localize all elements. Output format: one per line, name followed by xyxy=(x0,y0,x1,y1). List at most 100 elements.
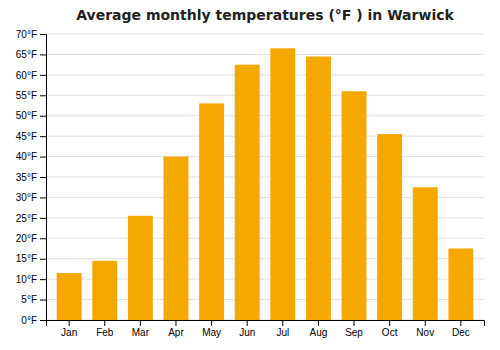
title: Average monthly temperatures (°F ) in Wa… xyxy=(76,7,454,23)
tick-mark xyxy=(425,320,426,326)
tick-label: 55°F xyxy=(16,90,37,101)
bar xyxy=(306,56,331,320)
tick-label: Oct xyxy=(382,327,398,338)
tick-label: Jun xyxy=(239,327,255,338)
tick: May xyxy=(202,320,221,338)
tick-label: May xyxy=(202,327,221,338)
tick: 0°F xyxy=(21,315,46,326)
tick-label: 35°F xyxy=(16,172,37,183)
chart: 0°F 5°F 10°F 15°F 20°F 25°F 30°F 35°F 40°F 45°F 50… xyxy=(0,0,500,350)
bar xyxy=(448,249,473,321)
bar xyxy=(57,273,82,320)
tick-mark xyxy=(40,95,46,96)
tick-mark xyxy=(40,177,46,178)
grid-line xyxy=(46,156,484,157)
tick-mark xyxy=(247,320,248,326)
axis-line xyxy=(47,321,485,327)
tick: 25°F xyxy=(16,213,46,224)
tick-label: 30°F xyxy=(16,192,37,203)
tick-label: Apr xyxy=(168,327,184,338)
tick-label: 0°F xyxy=(21,315,37,326)
tick: 40°F xyxy=(16,151,46,162)
tick: Dec xyxy=(452,320,470,338)
tick: Jul xyxy=(276,320,289,338)
tick-mark xyxy=(140,320,141,326)
tick: 50°F xyxy=(16,110,46,121)
tick: 55°F xyxy=(16,90,46,101)
tick-label: 65°F xyxy=(16,49,37,60)
bar xyxy=(199,103,224,320)
tick-mark xyxy=(460,320,461,326)
tick: 30°F xyxy=(16,192,46,203)
tick-mark xyxy=(40,75,46,76)
tick-mark xyxy=(40,157,46,158)
tick-label: Dec xyxy=(452,327,470,338)
tick-label: 45°F xyxy=(16,131,37,142)
tick-mark xyxy=(40,279,46,280)
tick-mark xyxy=(104,320,105,326)
tick-mark xyxy=(40,218,46,219)
tick-mark xyxy=(40,320,46,321)
bars xyxy=(57,48,474,320)
tick-mark xyxy=(40,54,46,55)
grid-line xyxy=(46,136,484,137)
bar xyxy=(92,261,117,320)
tick-label: Aug xyxy=(310,327,328,338)
tick: 10°F xyxy=(16,274,46,285)
tick-mark xyxy=(282,320,283,326)
tick: 35°F xyxy=(16,172,46,183)
tick-label: 40°F xyxy=(16,151,37,162)
tick-mark xyxy=(40,197,46,198)
grid xyxy=(46,34,484,320)
bar xyxy=(413,187,438,320)
tick-mark xyxy=(40,300,46,301)
x-axis: Jan Feb Mar Apr May Jun Jul Aug Sep Oct Nov Dec xyxy=(47,320,485,338)
tick: 65°F xyxy=(16,49,46,60)
plot: 0°F 5°F 10°F 15°F 20°F 25°F 30°F 35°F 40°F 45°F 50… xyxy=(16,29,485,338)
tick-mark xyxy=(175,320,176,326)
axis-line xyxy=(40,35,47,321)
bar xyxy=(270,48,295,320)
tick: 15°F xyxy=(16,253,46,264)
tick-label: 70°F xyxy=(16,29,37,40)
grid-line xyxy=(46,74,484,75)
tick-label: Jan xyxy=(61,327,77,338)
tick-mark xyxy=(318,320,319,326)
tick: Jan xyxy=(61,320,77,338)
tick-mark xyxy=(40,34,46,35)
tick: Mar xyxy=(132,320,150,338)
tick-label: Mar xyxy=(132,327,150,338)
tick-label: 5°F xyxy=(21,294,37,305)
tick: Feb xyxy=(96,320,114,338)
tick-mark xyxy=(354,320,355,326)
tick: 60°F xyxy=(16,70,46,81)
bar xyxy=(377,134,402,320)
bar xyxy=(342,91,367,320)
tick: 70°F xyxy=(16,29,46,40)
bar xyxy=(235,65,260,320)
grid-line xyxy=(46,54,484,55)
tick-label: 15°F xyxy=(16,253,37,264)
tick-mark xyxy=(40,238,46,239)
tick: 45°F xyxy=(16,131,46,142)
tick-label: Nov xyxy=(416,327,434,338)
tick: Sep xyxy=(345,320,363,338)
tick-label: Jul xyxy=(276,327,289,338)
tick: 5°F xyxy=(21,294,46,305)
tick: Nov xyxy=(416,320,434,338)
tick-label: 50°F xyxy=(16,110,37,121)
tick-mark xyxy=(69,320,70,326)
tick-mark xyxy=(389,320,390,326)
tick-mark xyxy=(211,320,212,326)
grid-line xyxy=(46,115,484,116)
tick: 20°F xyxy=(16,233,46,244)
tick-mark xyxy=(40,136,46,137)
grid-line xyxy=(46,34,484,35)
tick: Aug xyxy=(310,320,328,338)
bar xyxy=(128,216,153,320)
grid-line xyxy=(46,177,484,178)
tick: Oct xyxy=(382,320,398,338)
tick: Apr xyxy=(168,320,184,338)
tick-label: 20°F xyxy=(16,233,37,244)
tick-label: Feb xyxy=(96,327,114,338)
